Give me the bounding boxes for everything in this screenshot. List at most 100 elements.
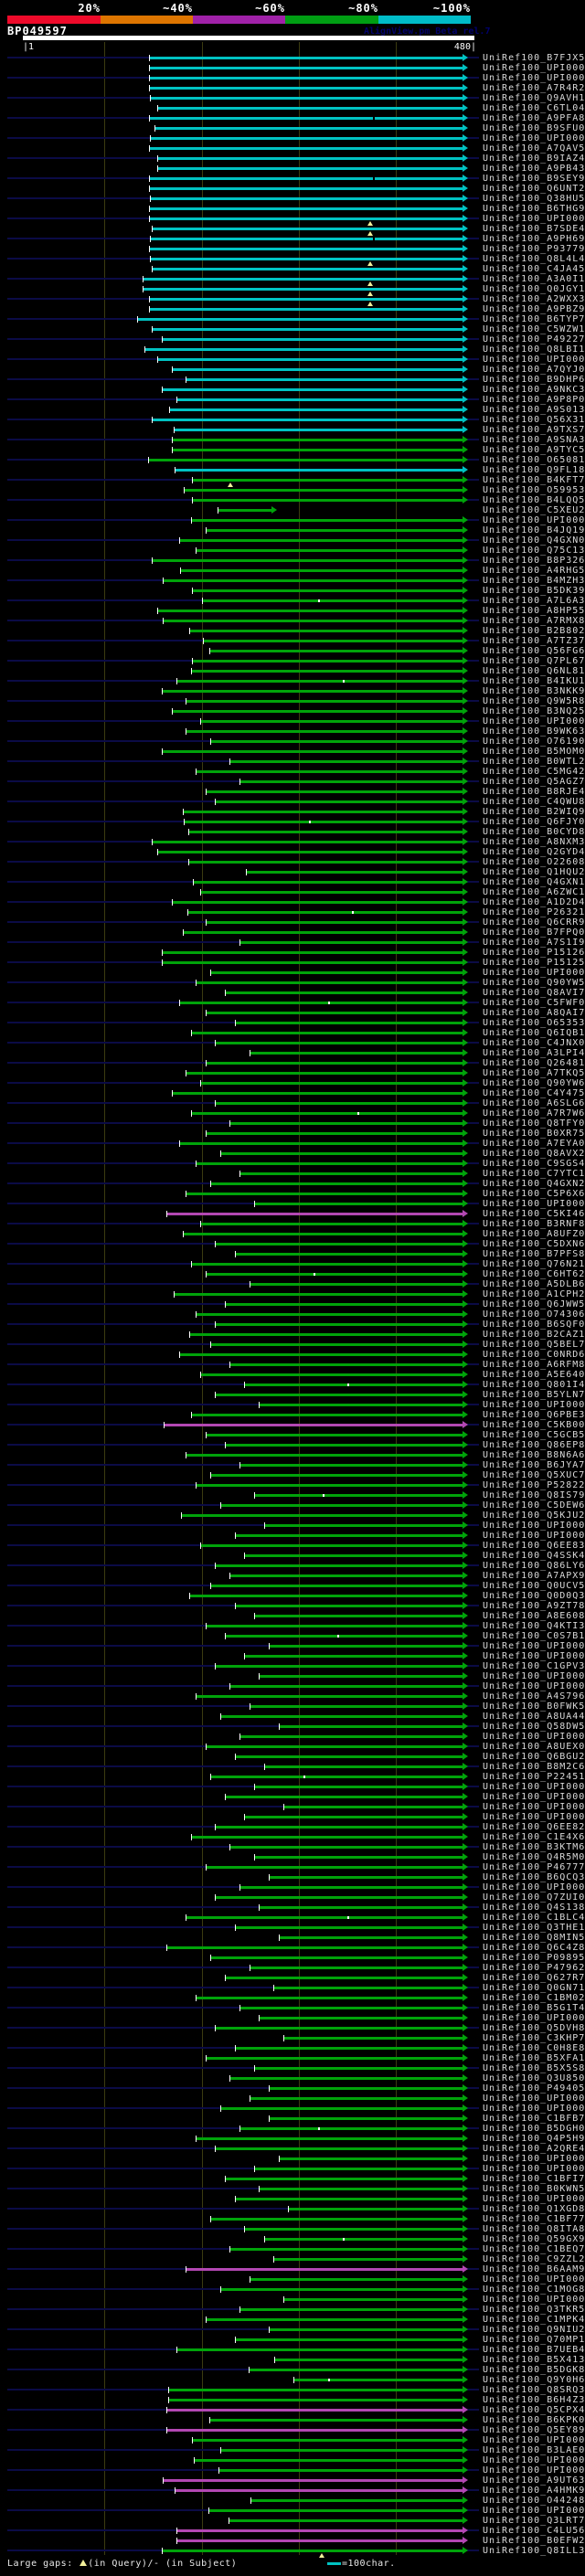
hit-label[interactable]: UniRef100_UPI000.. <box>483 1671 585 1681</box>
hit-label[interactable]: UniRef100_A7APX9 <box>483 1571 585 1581</box>
hit-bar[interactable] <box>216 2147 463 2150</box>
hit-label[interactable]: UniRef100_UPI000.. <box>483 73 585 83</box>
hit-bar[interactable] <box>235 2337 463 2341</box>
hit-label[interactable]: UniRef100_A8UA44 <box>483 1712 585 1722</box>
hit-bar[interactable] <box>211 1956 463 1959</box>
hit-label[interactable]: UniRef100_O22608 <box>483 857 585 867</box>
hit-label[interactable]: UniRef100_UPI000.. <box>483 1802 585 1812</box>
hit-bar[interactable] <box>254 1493 463 1497</box>
hit-bar[interactable] <box>230 2247 463 2251</box>
hit-bar[interactable] <box>274 2257 463 2261</box>
hit-bar[interactable] <box>197 2136 463 2140</box>
hit-bar[interactable] <box>230 759 463 763</box>
hit-bar[interactable] <box>201 1222 463 1225</box>
hit-label[interactable]: UniRef100_C1MOG8 <box>483 2284 585 2295</box>
hit-label[interactable]: UniRef100_Q5EY89 <box>483 2425 585 2435</box>
hit-bar[interactable] <box>162 960 463 964</box>
hit-bar[interactable] <box>197 1161 463 1165</box>
hit-bar[interactable] <box>201 890 463 894</box>
hit-label[interactable]: UniRef100_C4JNX0 <box>483 1038 585 1048</box>
hit-label[interactable]: UniRef100_P09895 <box>483 1953 585 1963</box>
hit-bar[interactable] <box>197 1694 463 1698</box>
hit-label[interactable]: UniRef100_A1D2D4 <box>483 897 585 907</box>
hit-label[interactable]: UniRef100_C5P6X6 <box>483 1189 585 1199</box>
hit-bar[interactable] <box>211 1473 463 1477</box>
hit-label[interactable]: UniRef100_Q0UCV5 <box>483 1581 585 1591</box>
hit-label[interactable]: UniRef100_P49405 <box>483 2083 585 2094</box>
hit-bar[interactable] <box>191 1835 463 1839</box>
hit-label[interactable]: UniRef100_B4LQQ5 <box>483 495 585 505</box>
hit-bar[interactable] <box>187 910 463 914</box>
hit-label[interactable]: UniRef100_B3RNF8 <box>483 1219 585 1229</box>
hit-bar[interactable] <box>226 1443 463 1447</box>
hit-label[interactable]: UniRef100_A7QYJ0 <box>483 365 585 375</box>
hit-bar[interactable] <box>163 619 463 622</box>
hit-label[interactable]: UniRef100_Q8ILL3 <box>483 2546 585 2556</box>
hit-bar[interactable] <box>289 2207 463 2210</box>
hit-bar[interactable] <box>176 679 463 683</box>
hit-label[interactable]: UniRef100_Q1HQU2 <box>483 867 585 877</box>
hit-label[interactable]: UniRef100_Q4SSK4 <box>483 1551 585 1561</box>
hit-label[interactable]: UniRef100_C9ZZL2 <box>483 2254 585 2264</box>
hit-bar[interactable] <box>201 719 463 723</box>
hit-label[interactable]: UniRef100_A2WXX3 <box>483 294 585 304</box>
hit-bar[interactable] <box>188 830 463 833</box>
hit-label[interactable]: UniRef100_B5X5S8 <box>483 2063 585 2073</box>
hit-bar[interactable] <box>191 1413 463 1416</box>
hit-bar[interactable] <box>150 297 463 301</box>
hit-bar[interactable] <box>172 438 463 441</box>
hit-bar[interactable] <box>172 448 463 451</box>
hit-bar[interactable] <box>264 1765 463 1768</box>
hit-bar[interactable] <box>229 2518 463 2522</box>
hit-label[interactable]: UniRef100_Q8L4L4 <box>483 254 585 264</box>
hit-label[interactable]: UniRef100_UPI000.. <box>483 214 585 224</box>
hit-label[interactable]: UniRef100_UPI000.. <box>483 1651 585 1661</box>
hit-bar[interactable] <box>186 729 463 733</box>
hit-label[interactable]: UniRef100_C5KI46 <box>483 1209 585 1219</box>
hit-bar[interactable] <box>184 810 463 813</box>
hit-bar[interactable] <box>210 649 463 652</box>
hit-bar[interactable] <box>185 820 463 823</box>
hit-label[interactable]: UniRef100_A6SLG6 <box>483 1098 585 1108</box>
hit-bar[interactable] <box>254 1202 463 1205</box>
hit-label[interactable]: UniRef100_B0KWN5 <box>483 2184 585 2194</box>
hit-bar[interactable] <box>176 398 463 401</box>
hit-label[interactable]: UniRef100_A9PBZ9 <box>483 304 585 314</box>
hit-label[interactable]: UniRef100_P22451 <box>483 1772 585 1782</box>
hit-label[interactable]: UniRef100_B0XR75 <box>483 1129 585 1139</box>
hit-label[interactable]: UniRef100_C1BEQ7 <box>483 2244 585 2254</box>
hit-label[interactable]: UniRef100_B6THG9 <box>483 204 585 214</box>
hit-bar[interactable] <box>216 1242 463 1246</box>
hit-bar[interactable] <box>197 548 463 552</box>
hit-label[interactable]: UniRef100_B2B802 <box>483 626 585 636</box>
hit-label[interactable]: UniRef100_A5DLB6 <box>483 1279 585 1289</box>
hit-bar[interactable] <box>226 1795 463 1798</box>
hit-label[interactable]: UniRef100_B7UEB4 <box>483 2345 585 2355</box>
hit-label[interactable]: UniRef100_Q4S138 <box>483 1903 585 1913</box>
hit-label[interactable]: UniRef100_B5XFA1 <box>483 2053 585 2063</box>
hit-bar[interactable] <box>235 1754 463 1758</box>
hit-bar[interactable] <box>180 1001 463 1004</box>
hit-label[interactable]: UniRef100_Q5AGZ7 <box>483 777 585 787</box>
hit-bar[interactable] <box>230 1574 463 1577</box>
hit-bar[interactable] <box>226 1634 463 1638</box>
hit-bar[interactable] <box>174 1292 463 1296</box>
hit-label[interactable]: UniRef100_Q26481 <box>483 1058 585 1068</box>
hit-bar[interactable] <box>162 387 463 391</box>
hit-label[interactable]: UniRef100_A8HP55 <box>483 606 585 616</box>
hit-label[interactable]: UniRef100_C9SGS4 <box>483 1159 585 1169</box>
hit-bar[interactable] <box>206 920 463 924</box>
hit-label[interactable]: UniRef100_B4IKU1 <box>483 676 585 686</box>
hit-bar[interactable] <box>143 277 463 281</box>
hit-label[interactable]: UniRef100_B6QCQ3 <box>483 1872 585 1882</box>
hit-label[interactable]: UniRef100_A4HMK9 <box>483 2486 585 2496</box>
hit-bar[interactable] <box>250 2498 463 2502</box>
hit-label[interactable]: UniRef100_B6AAM9 <box>483 2264 585 2274</box>
hit-bar[interactable] <box>220 1151 463 1155</box>
hit-bar[interactable] <box>186 1453 463 1457</box>
hit-label[interactable]: UniRef100_A7TZ37 <box>483 636 585 646</box>
hit-label[interactable]: UniRef100_C6TL04 <box>483 103 585 113</box>
hit-bar[interactable] <box>197 1312 463 1316</box>
hit-bar[interactable] <box>157 106 463 110</box>
hit-label[interactable]: UniRef100_A9UT63 <box>483 2475 585 2486</box>
